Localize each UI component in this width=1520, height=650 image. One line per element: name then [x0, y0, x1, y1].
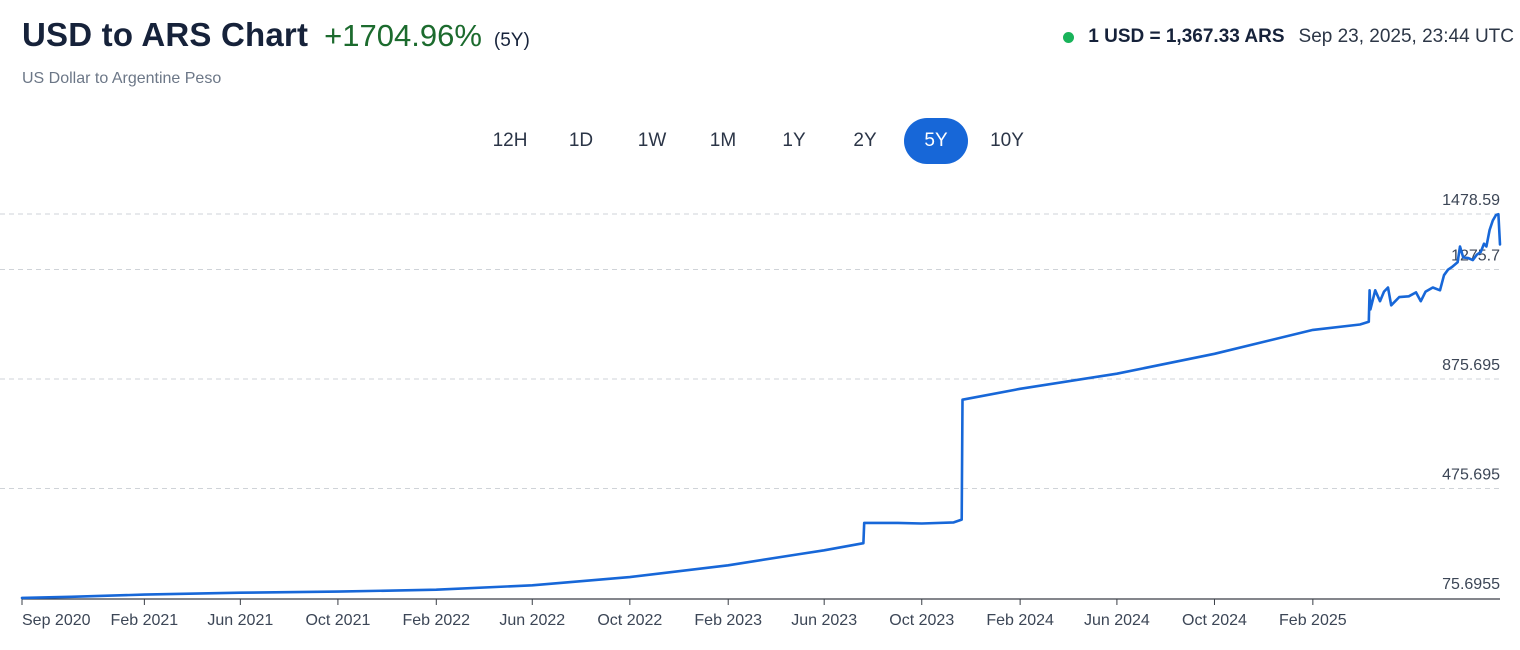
live-rate: 1 USD = 1,367.33 ARS Sep 23, 2025, 23:44… [1063, 26, 1514, 48]
period-tab-10y[interactable]: 10Y [990, 130, 1024, 151]
rate-timestamp: Sep 23, 2025, 23:44 UTC [1298, 26, 1514, 47]
x-tick-label: Oct 2023 [889, 612, 954, 629]
x-tick-label: Jun 2024 [1084, 612, 1150, 629]
period-tab-2y[interactable]: 2Y [853, 130, 877, 151]
x-tick-label: Jun 2023 [791, 612, 857, 629]
period-tab-1w[interactable]: 1W [637, 130, 667, 151]
y-tick-label: 75.6955 [1442, 576, 1500, 593]
title-row: USD to ARS Chart +1704.96% (5Y) [22, 16, 1520, 54]
chart-header: USD to ARS Chart +1704.96% (5Y) US Dolla… [22, 16, 1520, 96]
x-tick-label: Oct 2022 [597, 612, 662, 629]
x-tick-label: Jun 2021 [207, 612, 273, 629]
x-tick-label: Feb 2022 [402, 612, 470, 629]
x-tick-label: Oct 2024 [1182, 612, 1247, 629]
y-tick-label: 475.695 [1442, 467, 1500, 484]
live-status-dot [1063, 31, 1075, 43]
y-tick-label: 875.695 [1442, 357, 1500, 374]
period-label: (5Y) [493, 30, 530, 51]
page-title: USD to ARS Chart [22, 16, 309, 53]
period-tab-1d[interactable]: 1D [568, 130, 594, 151]
period-tab-12h[interactable]: 12H [492, 130, 528, 151]
page-subtitle: US Dollar to Argentine Peso [22, 70, 222, 87]
period-tab-1y[interactable]: 1Y [782, 130, 806, 151]
x-tick-label: Jun 2022 [499, 612, 565, 629]
x-tick-label: Feb 2023 [694, 612, 762, 629]
x-tick-label: Feb 2025 [1279, 612, 1347, 629]
x-tick-label: Sep 2020 [22, 612, 91, 629]
rate-value: 1 USD = 1,367.33 ARS [1088, 26, 1285, 47]
period-tab-5y[interactable]: 5Y [904, 118, 968, 164]
x-tick-label: Feb 2021 [111, 612, 179, 629]
x-tick-label: Oct 2021 [305, 612, 370, 629]
y-tick-label: 1478.59 [1442, 192, 1500, 209]
period-selector: 12H 1D 1W 1M 1Y 2Y 5Y 10Y [478, 118, 1046, 164]
percent-change: +1704.96% [324, 18, 482, 53]
period-tab-1m[interactable]: 1M [709, 130, 737, 151]
series-line [20, 212, 1502, 600]
x-tick-label: Feb 2024 [986, 612, 1054, 629]
